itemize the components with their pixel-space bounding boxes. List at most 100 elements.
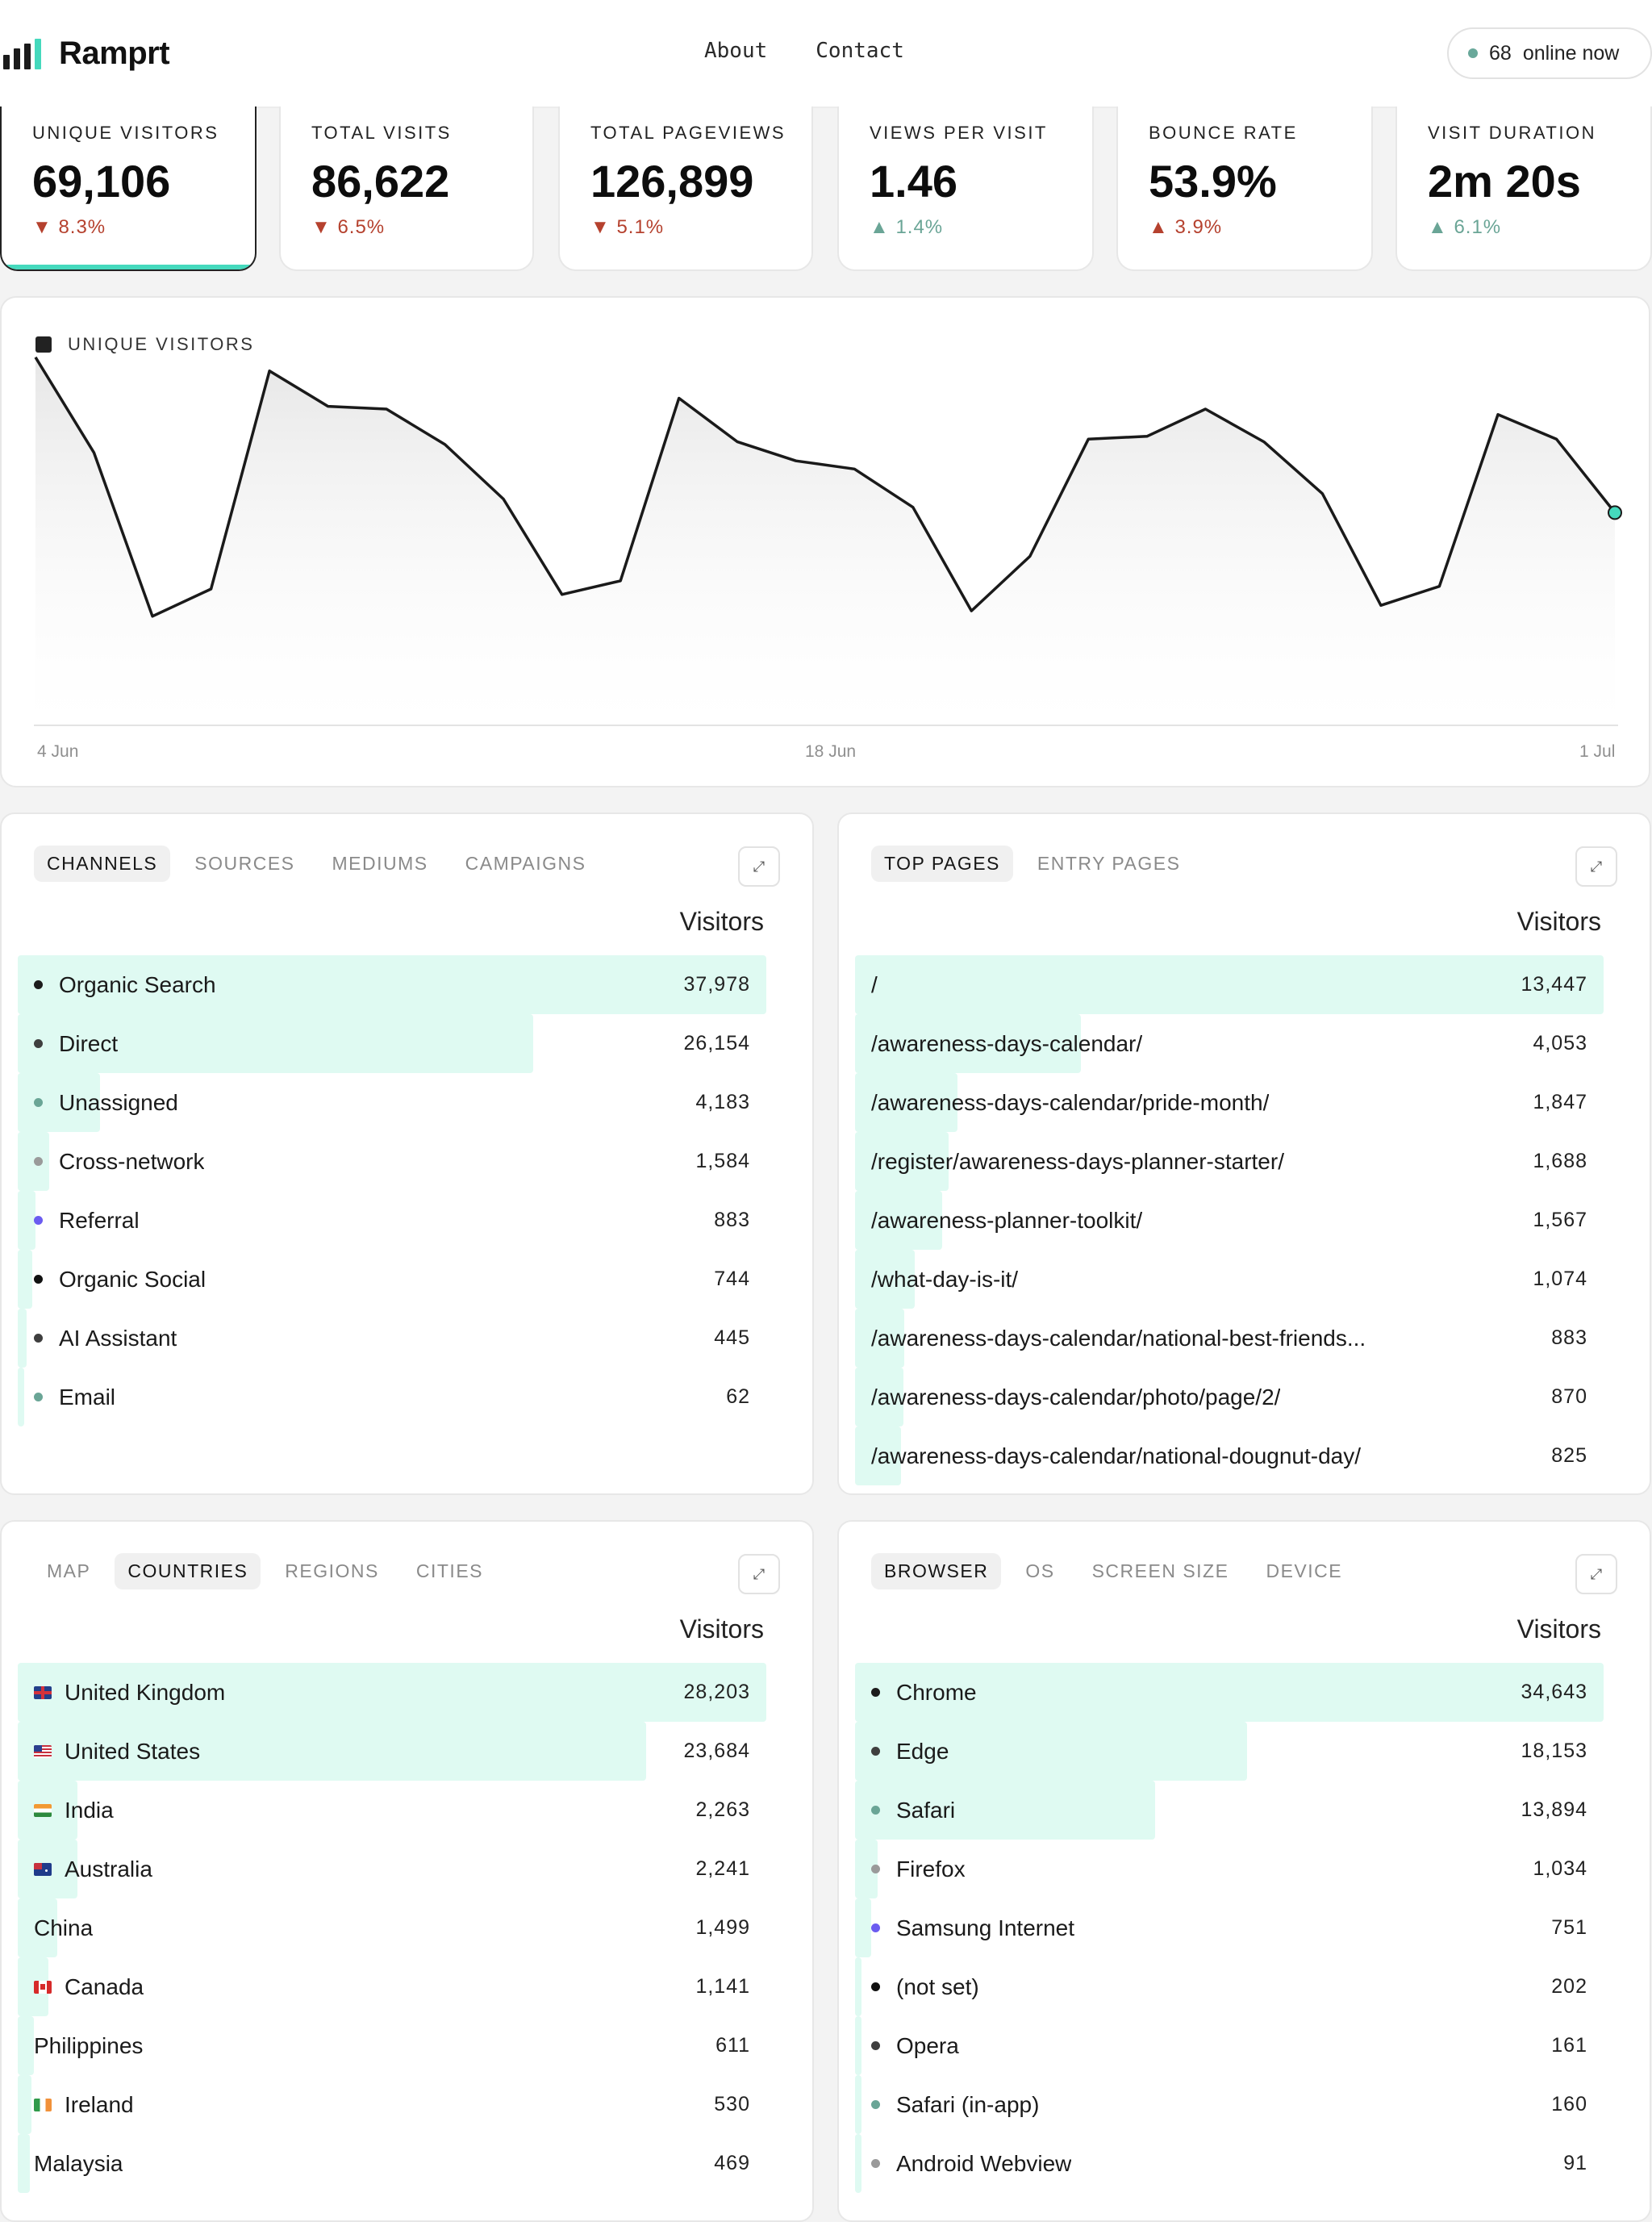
browsers-row[interactable]: Samsung Internet 751 [855,1898,1604,1957]
channels-row[interactable]: Email 62 [18,1368,766,1426]
legend-swatch [35,336,52,353]
pages-row[interactable]: /awareness-days-calendar/national-dougnu… [855,1426,1604,1485]
tab-campaigns[interactable]: CAMPAIGNS [465,853,586,874]
channels-row[interactable]: Unassigned 4,183 [18,1073,766,1132]
channels-row[interactable]: AI Assistant 445 [18,1309,766,1368]
stat-card-total-pageviews[interactable]: TOTAL PAGEVIEWS 126,899 ▼ 5.1% [558,107,813,271]
tab-top-pages[interactable]: TOP PAGES [871,846,1013,882]
row-bar [855,1014,1081,1073]
row-label-text: /awareness-days-calendar/photo/page/2/ [871,1384,1281,1410]
countries-row[interactable]: China 1,499 [18,1898,766,1957]
browsers-row[interactable]: Android Webview 91 [855,2134,1604,2193]
browsers-row[interactable]: Safari 13,894 [855,1781,1604,1840]
pages-row[interactable]: / 13,447 [855,955,1604,1014]
countries-row[interactable]: Canada 1,141 [18,1957,766,2016]
row-label-text: China [34,1915,94,1940]
tech-tabs: BROWSER OS SCREEN SIZE DEVICE [871,1553,1355,1589]
browsers-row[interactable]: Safari (in-app) 160 [855,2075,1604,2134]
row-label-text: Philippines [34,2032,144,2058]
column-header: Visitors [679,907,764,936]
channels-row[interactable]: Organic Search 37,978 [18,955,766,1014]
tab-countries[interactable]: COUNTRIES [115,1553,261,1589]
tab-os[interactable]: OS [1025,1560,1055,1581]
channels-row[interactable]: Direct 26,154 [18,1014,766,1073]
tab-mediums[interactable]: MEDIUMS [332,853,428,874]
stat-card-total-visits[interactable]: TOTAL VISITS 86,622 ▼ 6.5% [279,107,534,271]
stat-delta: ▲ 6.1% [1428,216,1502,238]
stat-card-unique-visitors[interactable]: UNIQUE VISITORS 69,106 ▼ 8.3% [0,107,257,271]
countries-row[interactable]: India 2,263 [18,1781,766,1840]
countries-row[interactable]: Philippines 611 [18,2016,766,2075]
tab-browser[interactable]: BROWSER [871,1553,1002,1589]
stat-card-visit-duration[interactable]: VISIT DURATION 2m 20s ▲ 6.1% [1395,107,1652,271]
browsers-row[interactable]: Opera 161 [855,2016,1604,2075]
countries-panel: MAP COUNTRIES REGIONS CITIES ⤢ Visitors … [0,1520,814,2222]
stat-label: BOUNCE RATE [1149,123,1298,143]
tab-map[interactable]: MAP [47,1560,91,1581]
tab-device[interactable]: DEVICE [1266,1560,1343,1581]
row-bar [855,1898,871,1957]
expand-button[interactable]: ⤢ [1575,846,1617,887]
row-label-text: Malaysia [34,2150,123,2176]
row-label: /awareness-days-calendar/national-dougnu… [871,1426,1361,1485]
visitors-line-chart[interactable] [2,298,1650,787]
stat-value: 69,106 [32,156,171,207]
row-bar [18,1132,49,1191]
pages-row[interactable]: /what-day-is-it/1,074 [855,1250,1604,1309]
pages-row[interactable]: /awareness-days-calendar/photo/page/2/87… [855,1368,1604,1426]
row-label: /awareness-days-calendar/ [871,1014,1142,1073]
countries-row[interactable]: Ireland 530 [18,2075,766,2134]
brand-logo[interactable]: Ramprt [3,36,170,71]
tab-channels[interactable]: CHANNELS [34,846,171,882]
pages-row[interactable]: /register/awareness-days-planner-starter… [855,1132,1604,1191]
countries-row[interactable]: United States 23,684 [18,1722,766,1781]
row-label-text: /awareness-days-calendar/national-best-f… [871,1325,1366,1351]
tab-regions[interactable]: REGIONS [285,1560,379,1581]
nav-link-about[interactable]: About [704,39,768,63]
flag-ie-icon [34,2098,52,2111]
row-bar [18,1014,533,1073]
pages-row[interactable]: /awareness-days-calendar/4,053 [855,1014,1604,1073]
stat-card-bounce-rate[interactable]: BOUNCE RATE 53.9% ▲ 3.9% [1116,107,1373,271]
countries-row[interactable]: Australia 2,241 [18,1840,766,1898]
row-bar [855,1132,949,1191]
nav-link-contact[interactable]: Contact [816,39,904,63]
row-label: /awareness-days-calendar/photo/page/2/ [871,1368,1280,1426]
stat-delta: ▼ 6.5% [311,216,386,238]
channels-list: Organic Search 37,978 Direct 26,154 Unassign… [18,955,766,1426]
channels-tabs: CHANNELS SOURCES MEDIUMS CAMPAIGNS [34,846,599,882]
expand-icon: ⤢ [1590,858,1603,875]
browsers-row[interactable]: Firefox 1,034 [855,1840,1604,1898]
visitors-chart-card: UNIQUE VISITORS 4 Jun 18 Jun 1 Jul [0,296,1650,787]
browsers-row[interactable]: Chrome 34,643 [855,1663,1604,1722]
countries-row[interactable]: Malaysia 469 [18,2134,766,2193]
stat-card-views-per-visit[interactable]: VIEWS PER VISIT 1.46 ▲ 1.4% [837,107,1094,271]
tab-sources[interactable]: SOURCES [194,853,295,874]
row-label-text: Firefox [896,1856,966,1882]
channels-row[interactable]: Cross-network 1,584 [18,1132,766,1191]
row-label: Unassigned [34,1073,178,1132]
arrow-down-icon: ▼ [32,216,52,238]
row-bar [855,1781,1155,1840]
online-now-badge[interactable]: 68 online now [1447,27,1652,79]
tab-entry-pages[interactable]: ENTRY PAGES [1037,853,1181,874]
pages-row[interactable]: /awareness-days-calendar/pride-month/1,8… [855,1073,1604,1132]
row-bar [18,2134,30,2193]
stat-label: TOTAL VISITS [311,123,452,143]
browsers-row[interactable]: Edge 18,153 [855,1722,1604,1781]
channels-row[interactable]: Referral 883 [18,1191,766,1250]
expand-button[interactable]: ⤢ [738,846,780,887]
pages-row[interactable]: /awareness-days-calendar/national-best-f… [855,1309,1604,1368]
expand-button[interactable]: ⤢ [1575,1554,1617,1594]
expand-icon: ⤢ [1590,1565,1603,1582]
row-bar [855,1191,942,1250]
pages-row[interactable]: /awareness-planner-toolkit/1,567 [855,1191,1604,1250]
tab-screen-size[interactable]: SCREEN SIZE [1091,1560,1229,1581]
row-label: Cross-network [34,1132,204,1191]
row-label-text: Chrome [896,1679,977,1705]
channels-row[interactable]: Organic Social 744 [18,1250,766,1309]
countries-row[interactable]: United Kingdom 28,203 [18,1663,766,1722]
expand-button[interactable]: ⤢ [738,1554,780,1594]
tab-cities[interactable]: CITIES [415,1560,483,1581]
browsers-row[interactable]: (not set) 202 [855,1957,1604,2016]
